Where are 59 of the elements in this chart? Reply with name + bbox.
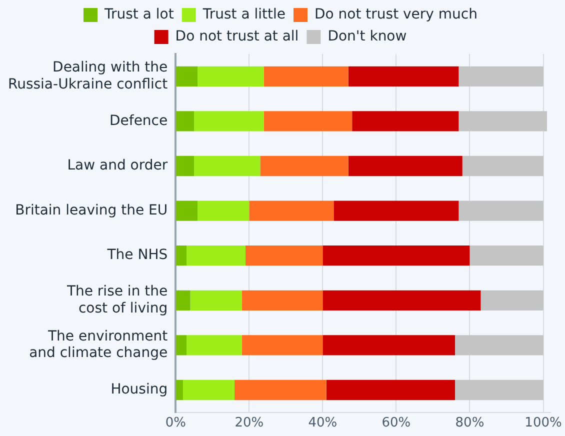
y-tick-label: The NHS: [106, 247, 168, 264]
bar: [198, 200, 250, 221]
bar: [176, 290, 190, 310]
bar: [348, 156, 462, 176]
legend-label: Trust a little: [202, 6, 286, 23]
bar: [176, 246, 187, 266]
bar: [352, 111, 459, 132]
bar: [198, 66, 264, 86]
bar: [334, 200, 459, 221]
x-tick-label: 80%: [455, 416, 484, 431]
bar: [322, 246, 470, 266]
bar: [245, 246, 323, 266]
bar: [348, 66, 459, 86]
x-tick-label: 60%: [382, 416, 411, 431]
bar: [264, 66, 348, 86]
x-tick-label: 40%: [308, 416, 338, 431]
bar: [186, 335, 242, 356]
bar: [260, 156, 348, 176]
bar: [176, 156, 194, 176]
x-tick-label: 20%: [234, 416, 264, 431]
legend-label: Trust a lot: [104, 6, 174, 23]
bar: [176, 200, 198, 221]
bar: [176, 111, 194, 132]
y-tick-label: The environment and climate change: [29, 328, 168, 362]
bar: [234, 380, 326, 400]
bar: [176, 380, 183, 400]
bar: [326, 380, 456, 400]
bar: [194, 111, 264, 132]
bar: [458, 66, 544, 86]
y-tick-label: Defence: [110, 112, 168, 129]
y-tick-label: Law and order: [67, 158, 168, 174]
bar: [186, 246, 246, 266]
bar: [190, 290, 242, 310]
bar: [194, 156, 260, 176]
bar: [182, 380, 234, 400]
bar: [470, 246, 544, 266]
bar: [242, 290, 323, 310]
legend-label: Don't know: [328, 28, 407, 45]
bar: [322, 290, 481, 310]
x-tick-label: 100%: [524, 416, 562, 431]
bar: [264, 111, 352, 132]
x-tick-label: 0%: [165, 416, 186, 431]
bar: [455, 380, 544, 400]
bar: [322, 335, 456, 356]
legend-label: Do not trust at all: [175, 28, 299, 45]
bar: [458, 111, 547, 132]
y-tick-label: Dealing with the Russia-Ukraine conflict: [8, 60, 168, 92]
y-tick-label: The rise in the cost of living: [66, 284, 168, 316]
bar: [462, 156, 544, 176]
bar: [176, 66, 198, 86]
bar: [242, 335, 323, 356]
y-tick-label: Britain leaving the EU: [15, 202, 168, 218]
bar: [455, 335, 544, 356]
bar: [480, 290, 544, 310]
bar: [458, 200, 544, 221]
legend-label: Do not trust very much: [314, 6, 478, 23]
bar: [249, 200, 334, 221]
bar: [176, 335, 187, 356]
y-tick-label: Housing: [110, 382, 168, 398]
